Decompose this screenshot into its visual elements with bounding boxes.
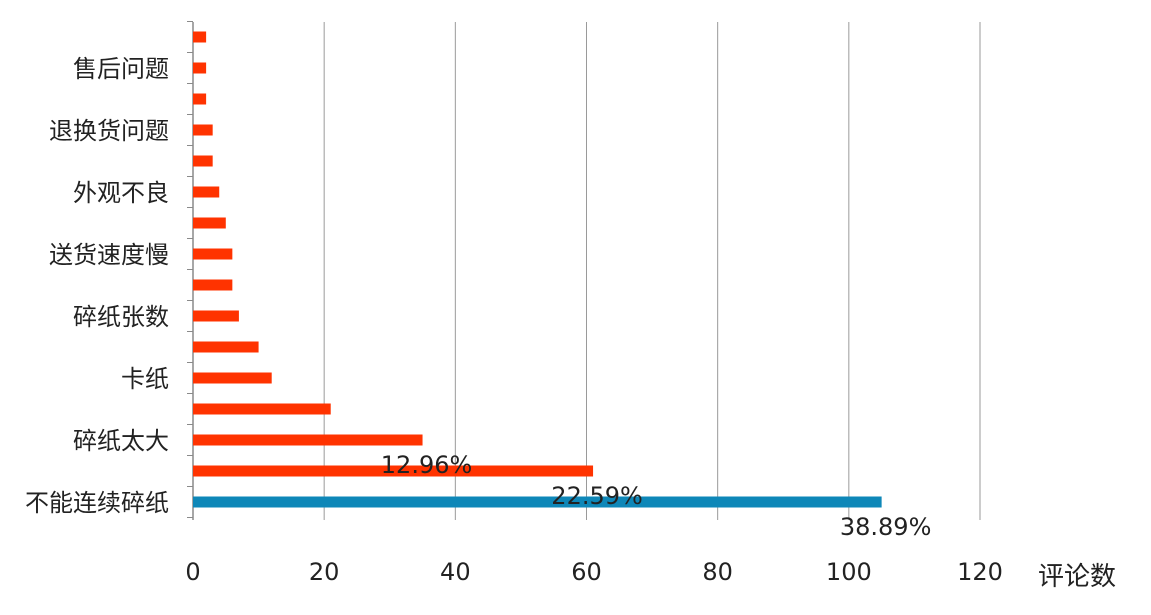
category-label-0: 不能连续碎纸 (25, 489, 169, 517)
x-tick-label-0: 0 (185, 558, 200, 586)
category-label-14: 售后问题 (73, 55, 169, 83)
bar-12 (193, 124, 213, 136)
bars (193, 31, 882, 508)
bar-1 (193, 465, 594, 477)
bar-2 (193, 434, 423, 446)
bar-8 (193, 248, 233, 260)
gridlines (187, 21, 981, 520)
bar-4 (193, 372, 272, 384)
data-label-1: 22.59% (551, 482, 643, 510)
data-label-2: 12.96% (381, 451, 473, 479)
x-tick-label-40: 40 (440, 558, 471, 586)
x-tick-label-20: 20 (309, 558, 340, 586)
data-labels: 38.89% 22.59% 12.96% (381, 451, 932, 541)
x-axis-title: 评论数 (1038, 562, 1116, 592)
category-label-4: 卡纸 (121, 365, 169, 393)
bar-6 (193, 310, 239, 322)
category-label-8: 送货速度慢 (49, 241, 169, 269)
bar-13 (193, 93, 207, 105)
bar-5 (193, 341, 259, 353)
category-label-10: 外观不良 (73, 179, 169, 207)
bar-9 (193, 217, 226, 229)
x-tick-labels: 0 20 40 60 80 100 120 (185, 558, 1003, 586)
category-label-6: 碎纸张数 (73, 303, 169, 331)
bar-0 (193, 496, 882, 508)
bar-7 (193, 279, 233, 291)
x-tick-label-100: 100 (826, 558, 872, 586)
x-tick-label-60: 60 (571, 558, 602, 586)
bar-14 (193, 62, 207, 74)
category-label-12: 退换货问题 (49, 117, 169, 145)
x-tick-label-80: 80 (702, 558, 733, 586)
category-labels: 不能连续碎纸 碎纸太大 卡纸 碎纸张数 送货速度慢 外观不良 退换货问题 售后问题 (25, 55, 169, 517)
data-label-0: 38.89% (840, 513, 932, 541)
bar-3 (193, 403, 331, 415)
category-label-2: 碎纸太大 (73, 427, 169, 455)
bar-11 (193, 155, 213, 167)
x-tick-label-120: 120 (957, 558, 1003, 586)
bar-10 (193, 186, 220, 198)
bar-15 (193, 31, 207, 43)
